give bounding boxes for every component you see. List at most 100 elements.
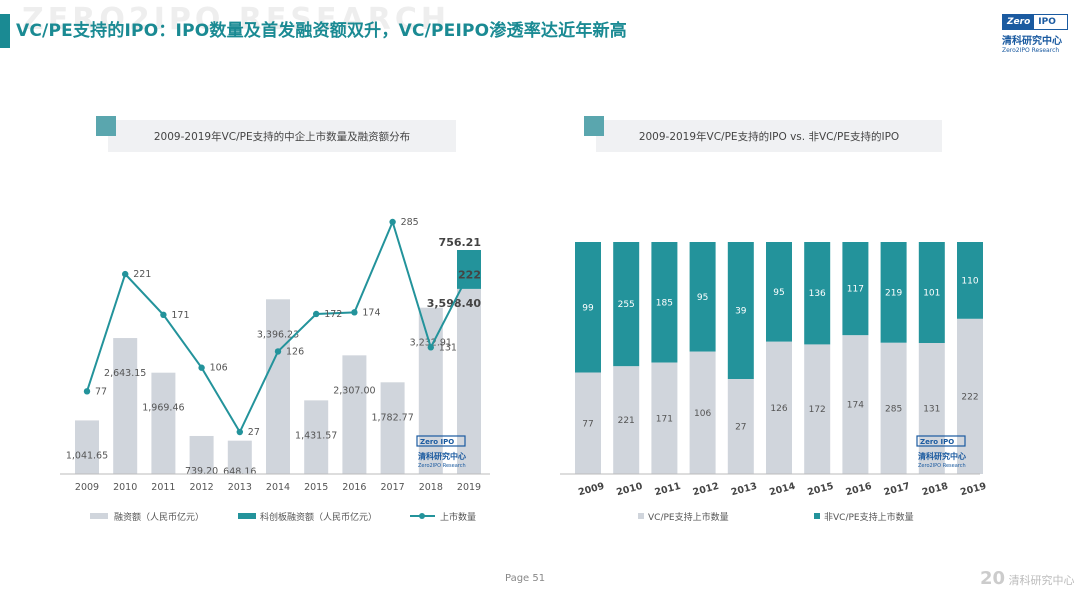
footer-logo: 20 清科研究中心 (980, 568, 1075, 589)
legend-swatch-vcpe (638, 513, 644, 519)
inchart-logo-text: Zero IPO (920, 438, 954, 446)
point-listings-2014 (274, 348, 282, 355)
label-vcpe-2010: 221 (618, 416, 635, 426)
xtick-2010: 2010 (615, 481, 644, 499)
label-financing-2011: 1,969.46 (142, 403, 184, 414)
bar-vcpe-2013 (727, 379, 754, 474)
label-listings-2011: 171 (171, 310, 189, 321)
right-chart: 99 77 2009 255 221 2010 185 171 2011 95 106 2012 39 2… (560, 242, 988, 523)
label-financing-2014: 3,396.23 (257, 329, 299, 340)
inchart-logo-text: Zero IPO (420, 438, 454, 446)
legend-label-listings: 上市数量 (440, 511, 476, 523)
footer-logo-mark: 20 (980, 568, 1006, 589)
bar-vcpe-2019 (957, 318, 983, 474)
bar-non-vcpe-2010 (613, 242, 640, 367)
bar-vcpe-2016 (842, 335, 869, 474)
point-listings-2012 (198, 364, 205, 371)
zero2ipo-logo: Zero IPO 清科研究中心 Zero2IPO Research (1002, 14, 1068, 54)
label-vcpe-2017: 285 (885, 404, 902, 414)
point-listings-2017 (389, 218, 396, 226)
label-financing-2016: 2,307.00 (333, 385, 375, 396)
xtick-2018: 2018 (419, 482, 443, 493)
label-listings-2017: 285 (401, 217, 419, 228)
label-financing-2018: 3,232.91 (410, 338, 452, 349)
label-financing-2017: 1,782.77 (371, 412, 413, 423)
point-listings-2009 (83, 388, 91, 395)
bar-non-vcpe-2014 (766, 242, 792, 342)
bar-vcpe-2014 (766, 341, 792, 474)
xtick-2017: 2017 (883, 481, 911, 498)
legend-swatch-financing (90, 513, 108, 519)
logo-zero-text: Zero (1003, 15, 1035, 29)
label-listings-2013: 27 (248, 427, 260, 438)
legend-swatch-star-market (238, 513, 256, 519)
xtick-2010: 2010 (113, 482, 137, 493)
right-chart-title: 2009-2019年VC/PE支持的IPO vs. 非VC/PE支持的IPO (638, 131, 900, 143)
footer-logo-text: 清科研究中心 (1008, 574, 1075, 587)
bar-non-vcpe-2017 (880, 242, 907, 343)
xtick-2016: 2016 (342, 482, 366, 493)
label-listings-2019: 222 (458, 268, 481, 281)
bar-financing-2013 (227, 440, 252, 474)
xtick-2015: 2015 (806, 481, 834, 498)
inchart-logo-box (916, 435, 966, 447)
label-listings-2016: 174 (362, 307, 380, 318)
xtick-2013: 2013 (228, 482, 252, 493)
xtick-2019: 2019 (457, 482, 481, 493)
inchart-logo-cn: 清科研究中心 (918, 451, 966, 461)
xtick-2014: 2014 (768, 481, 797, 499)
label-non-vcpe-2017: 219 (885, 288, 902, 298)
label-listings-2009: 77 (95, 386, 107, 397)
bar-financing-2019 (457, 288, 481, 474)
label-non-vcpe-2011: 185 (656, 298, 673, 308)
page-number: Page 51 (505, 573, 546, 584)
bar-financing-2014 (266, 299, 290, 474)
bar-non-vcpe-2009 (575, 242, 601, 373)
label-non-vcpe-2015: 136 (809, 289, 826, 299)
xtick-2017: 2017 (381, 482, 405, 493)
logo-ipo-text: IPO (1038, 17, 1056, 27)
point-listings-2011 (160, 311, 167, 318)
xtick-2012: 2012 (190, 482, 214, 493)
bar-financing-2010 (113, 338, 138, 474)
label-listings-2018: 131 (439, 342, 457, 353)
label-non-vcpe-2012: 95 (697, 293, 708, 303)
label-non-vcpe-2016: 117 (847, 285, 864, 295)
label-financing-2012: 739.20 (185, 466, 218, 477)
inchart-logo-en: Zero2IPO Research (418, 463, 466, 469)
logo-en-text: Zero2IPO Research (1002, 47, 1060, 54)
right-chart-header: 2009-2019年VC/PE支持的IPO vs. 非VC/PE支持的IPO (584, 116, 942, 152)
label-vcpe-2011: 171 (656, 414, 673, 424)
bar-non-vcpe-2018 (918, 242, 945, 343)
label-non-vcpe-2010: 255 (618, 300, 635, 310)
left-chart-title: 2009-2019年VC/PE支持的中企上市数量及融资额分布 (153, 131, 411, 143)
point-listings-2018 (427, 344, 434, 351)
xtick-2016: 2016 (845, 481, 874, 499)
label-vcpe-2018: 131 (923, 405, 940, 415)
xtick-2014: 2014 (266, 482, 290, 493)
inchart-logo-box (416, 435, 466, 447)
xtick-2009: 2009 (577, 481, 605, 498)
bar-vcpe-2009 (575, 372, 601, 474)
xtick-2018: 2018 (921, 481, 950, 499)
xtick-2011: 2011 (654, 481, 682, 498)
label-non-vcpe-2019: 110 (961, 276, 978, 286)
label-vcpe-2013: 27 (735, 423, 746, 433)
bar-financing-2012 (189, 435, 214, 474)
xtick-2019: 2019 (959, 481, 987, 498)
xtick-2012: 2012 (692, 481, 720, 498)
label-non-vcpe-2014: 95 (773, 288, 784, 298)
bar-non-vcpe-2011 (651, 242, 678, 363)
label-non-vcpe-2009: 99 (582, 303, 594, 313)
label-listings-2014: 126 (286, 346, 304, 357)
bar-star-market-2019 (457, 250, 481, 289)
label-vcpe-2009: 77 (582, 419, 593, 429)
left-chart: 1,041.65 2009 2,643.15 2010 1,969.46 2011 739.… (60, 217, 490, 523)
legend-label-financing: 融资额（人民币亿元） (114, 511, 204, 523)
label-vcpe-2012: 106 (694, 409, 711, 419)
label-financing-2013: 648.16 (223, 467, 256, 478)
bar-non-vcpe-2016 (842, 242, 869, 336)
point-listings-2013 (236, 428, 243, 436)
bar-financing-2017 (380, 382, 405, 474)
title-accent-bar (0, 14, 10, 48)
